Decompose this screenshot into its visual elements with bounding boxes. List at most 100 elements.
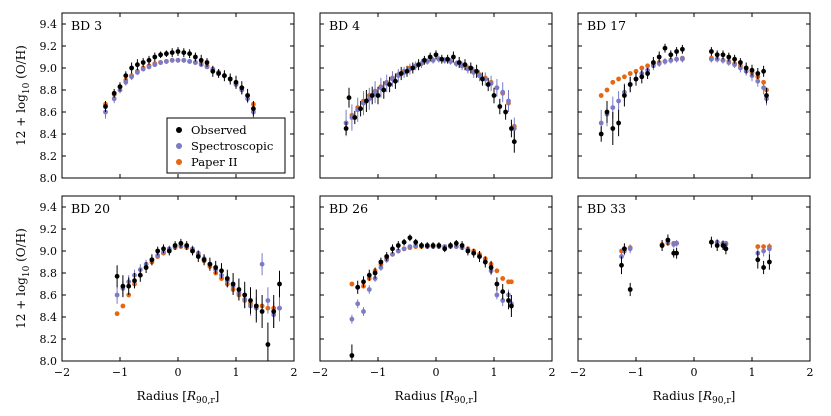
data-point-observed: [155, 248, 161, 254]
data-point-observed: [723, 246, 729, 252]
data-point-observed: [352, 115, 358, 120]
y-label-post: (O/H): [14, 45, 28, 83]
data-point-observed: [511, 139, 517, 145]
series-observed: [114, 238, 282, 361]
panel-bd-26: −2 −1 0 1 2 BD 26: [312, 195, 556, 379]
data-point-observed: [726, 54, 732, 60]
data-point-observed: [709, 239, 714, 245]
legend-label-paper2: Paper II: [191, 155, 237, 169]
data-point-observed: [166, 248, 172, 254]
data-point-observed: [378, 259, 384, 265]
data-point-observed: [407, 235, 413, 241]
data-point-observed: [401, 239, 407, 245]
data-point-spectroscopic: [372, 89, 378, 95]
data-point-spectroscopic: [709, 56, 714, 62]
data-point-observed: [187, 51, 193, 57]
data-point-spectroscopic: [129, 74, 135, 80]
data-point-spectroscopic: [395, 248, 401, 254]
data-point-observed: [488, 265, 494, 270]
x-axis-label: Radius [R90,r]: [395, 389, 478, 406]
data-point-spectroscopic: [259, 261, 265, 267]
data-point-spectroscopic: [755, 78, 761, 84]
data-point-spectroscopic: [193, 60, 198, 65]
y-tick-label: 9.2: [40, 223, 58, 236]
data-point-observed: [271, 309, 277, 314]
series-observed: [598, 43, 769, 145]
x-tick-label: 1: [233, 366, 240, 379]
x-label-var: R: [702, 389, 712, 403]
data-point-observed: [204, 60, 210, 65]
panel-title: BD 4: [329, 18, 360, 33]
data-point-spectroscopic: [378, 265, 384, 270]
y-tick-label: 9.4: [40, 201, 58, 214]
data-point-observed: [184, 243, 190, 248]
x-label-var: R: [444, 389, 454, 403]
data-point-paper2: [509, 279, 514, 285]
data-point-spectroscopic: [123, 79, 129, 85]
data-point-observed: [410, 65, 416, 71]
points-group: [343, 50, 517, 153]
data-point-observed: [120, 283, 126, 289]
x-tick-label: 0: [175, 366, 182, 379]
data-point-spectroscopic: [726, 60, 732, 65]
data-point-spectroscopic: [598, 120, 604, 126]
data-point-spectroscopic: [616, 98, 621, 104]
data-point-observed: [738, 60, 743, 65]
data-point-observed: [140, 60, 146, 65]
data-point-observed: [610, 126, 616, 131]
x-tick-label: 2: [549, 366, 556, 379]
data-point-observed: [366, 272, 372, 278]
data-point-observed: [465, 248, 471, 254]
data-point-observed: [471, 250, 477, 256]
x-label-post: ]: [215, 389, 220, 403]
data-point-observed: [659, 243, 665, 248]
x-tick-label: −2: [54, 366, 70, 379]
points-group: [598, 43, 769, 145]
data-point-observed: [419, 243, 424, 248]
data-point-observed: [129, 65, 135, 71]
data-point-observed: [645, 71, 650, 76]
data-point-paper2: [616, 76, 621, 82]
data-point-observed: [439, 56, 445, 62]
x-tick-label: 0: [433, 366, 440, 379]
y-tick-label: 9.4: [40, 18, 58, 31]
data-point-spectroscopic: [349, 316, 355, 322]
x-label-pre: Radius [: [395, 389, 445, 403]
y-tick-label: 8.0: [40, 172, 58, 185]
data-point-observed: [442, 246, 448, 252]
data-point-spectroscopic: [366, 287, 372, 292]
data-point-spectroscopic: [732, 62, 737, 68]
x-label-sub: 90,r: [712, 396, 731, 406]
x-label-pre: Radius [: [137, 389, 187, 403]
data-point-observed: [509, 126, 514, 131]
data-point-observed: [251, 106, 256, 112]
data-point-observed: [236, 287, 242, 292]
x-tick-label: −1: [370, 366, 386, 379]
panel-title: BD 20: [71, 201, 110, 216]
data-point-observed: [665, 237, 671, 243]
data-point-observed: [369, 93, 375, 98]
data-point-observed: [398, 71, 404, 76]
data-point-observed: [375, 93, 381, 98]
data-point-observed: [253, 303, 259, 309]
data-point-paper2: [755, 244, 761, 250]
y-tick-label: 8.2: [40, 150, 58, 163]
data-point-observed: [117, 84, 123, 90]
x-axis-label: Radius [R90,r]: [137, 389, 220, 406]
data-point-observed: [161, 246, 166, 252]
data-point-observed: [680, 46, 685, 52]
data-point-observed: [361, 279, 366, 285]
data-point-observed: [219, 268, 224, 274]
data-point-observed: [616, 120, 621, 126]
data-point-paper2: [622, 74, 627, 80]
y-label-sub: 10: [22, 82, 32, 94]
data-point-observed: [114, 273, 120, 279]
data-point-spectroscopic: [506, 98, 511, 104]
data-point-paper2: [494, 268, 500, 274]
data-point-spectroscopic: [477, 73, 482, 79]
axes-frame: [577, 12, 811, 179]
data-point-observed: [598, 131, 604, 137]
data-point-paper2: [627, 71, 633, 76]
data-point-observed: [500, 289, 506, 295]
data-point-observed: [135, 62, 140, 68]
